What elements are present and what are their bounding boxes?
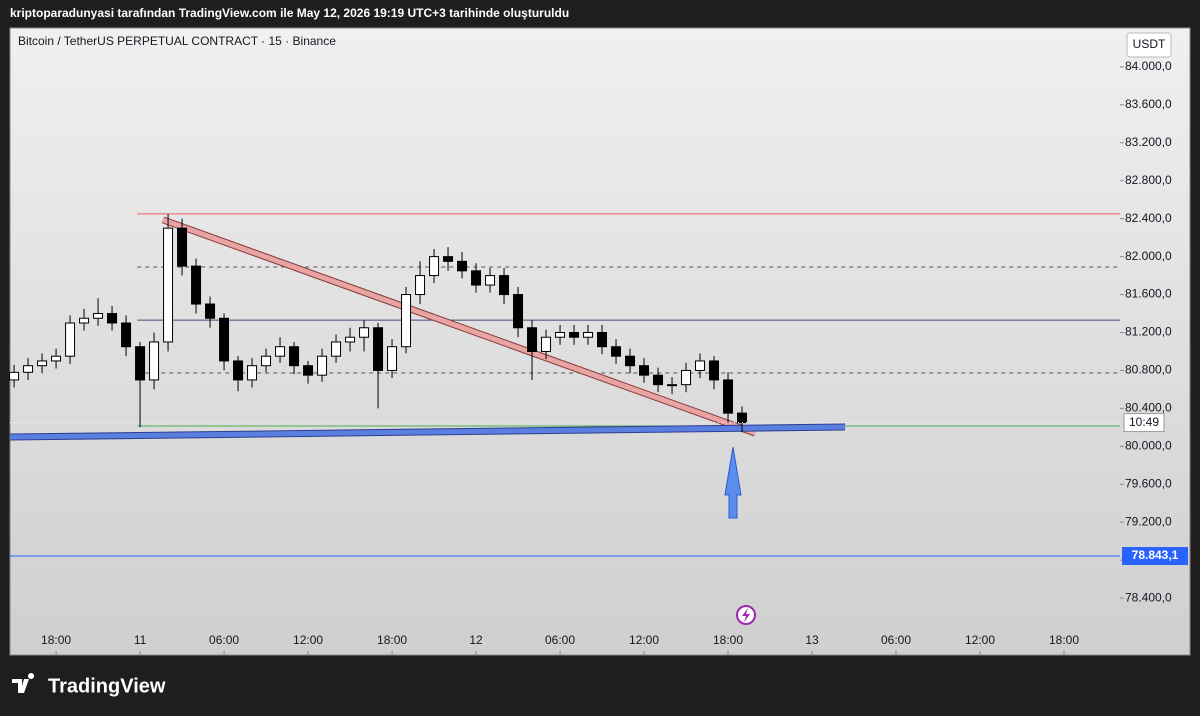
- candle-body: [387, 346, 398, 371]
- candle-body: [583, 331, 594, 338]
- candle-body: [205, 303, 216, 319]
- x-tick-label: 18:00: [1049, 633, 1079, 647]
- y-tick-label: 80.000,0: [1125, 438, 1172, 452]
- y-tick-label: 82.800,0: [1125, 173, 1172, 187]
- candle-body: [289, 346, 300, 367]
- x-tick-label: 13: [805, 633, 819, 647]
- x-tick-label: 12: [469, 633, 483, 647]
- x-tick-label: 06:00: [881, 633, 911, 647]
- candle-body: [107, 313, 118, 324]
- candle-body: [443, 256, 454, 262]
- candle-body: [723, 379, 734, 414]
- candle-body: [233, 360, 244, 381]
- chart-title: Bitcoin / TetherUS PERPETUAL CONTRACT · …: [18, 34, 336, 48]
- candle-body: [191, 265, 202, 305]
- candle-body: [23, 365, 34, 373]
- candle-body: [79, 317, 90, 324]
- candle-body: [709, 360, 720, 381]
- event-bolt: [742, 608, 750, 622]
- candle-body: [401, 294, 412, 348]
- x-tick-label: 12:00: [629, 633, 659, 647]
- y-tick-label: 79.600,0: [1125, 476, 1172, 490]
- candle-body: [667, 384, 678, 387]
- candle-body: [37, 360, 48, 367]
- y-tick-label: 78.400,0: [1125, 590, 1172, 604]
- x-tick-label: 12:00: [965, 633, 995, 647]
- trendline: [162, 217, 756, 436]
- candle-body: [163, 227, 174, 343]
- price-tag: [1122, 547, 1188, 566]
- y-tick-label: 83.200,0: [1125, 135, 1172, 149]
- plot-layer: 84.000,0 83.600,0 83.200,0 82.800,0 82.400,0…: [9, 59, 1188, 655]
- candle-body: [261, 355, 272, 367]
- price-tag-label: 78.843,1: [1132, 548, 1179, 562]
- candle-body: [639, 365, 650, 376]
- candle-body: [149, 341, 160, 381]
- x-tick-label: 18:00: [713, 633, 743, 647]
- y-tick-label: 84.000,0: [1125, 59, 1172, 73]
- brand: TradingView: [48, 675, 166, 697]
- candle-body: [345, 336, 356, 343]
- candle-body: [121, 322, 132, 348]
- candle-body: [373, 327, 384, 371]
- candle-body: [527, 327, 538, 352]
- countdown: 10:49: [1129, 415, 1159, 429]
- candle-body: [737, 412, 748, 424]
- x-tick-label: 12:00: [293, 633, 323, 647]
- x-tick-label: 06:00: [545, 633, 575, 647]
- y-tick-label: 81.600,0: [1125, 287, 1172, 301]
- candle-body: [499, 275, 510, 296]
- candle-body: [457, 260, 468, 272]
- candle-body: [429, 256, 440, 277]
- currency[interactable]: USDT: [1133, 37, 1166, 51]
- candle-body: [303, 365, 314, 376]
- attribution: kriptoparadunyasi tarafından TradingView…: [10, 6, 569, 20]
- candle-body: [555, 331, 566, 338]
- currency-box[interactable]: [1126, 32, 1172, 58]
- arrow: [724, 446, 742, 519]
- x-tick-label: 11: [134, 633, 147, 647]
- candle-body: [177, 227, 188, 267]
- candle-body: [93, 313, 104, 319]
- y-tick-label: 82.400,0: [1125, 211, 1172, 225]
- candle-body: [9, 371, 20, 381]
- candle-body: [541, 336, 552, 352]
- candle-body: [471, 270, 482, 286]
- brand-logo: [12, 673, 35, 693]
- candle-body: [597, 331, 608, 348]
- candle-body: [611, 346, 622, 357]
- candle-body: [569, 331, 580, 338]
- candle-body: [513, 294, 524, 329]
- y-tick-label: 79.200,0: [1125, 514, 1172, 528]
- y-tick-label: 82.000,0: [1125, 249, 1172, 263]
- y-tick-label: 81.200,0: [1125, 325, 1172, 339]
- y-tick-label: 83.600,0: [1125, 97, 1172, 111]
- candle-body: [51, 355, 62, 362]
- countdown-box: [1123, 413, 1165, 433]
- candle-body: [359, 327, 370, 338]
- candle-body: [247, 365, 258, 381]
- x-tick-label: 06:00: [209, 633, 239, 647]
- candle-body: [317, 355, 328, 376]
- candle-body: [135, 346, 146, 381]
- y-tick-label: 80.800,0: [1125, 363, 1172, 377]
- y-tick-label: 80.400,0: [1125, 401, 1172, 415]
- candle-body: [219, 317, 230, 362]
- candle-body: [485, 275, 496, 286]
- candle-body: [653, 374, 664, 386]
- candle-body: [415, 275, 426, 296]
- candle-body: [695, 360, 706, 371]
- candle-body: [681, 369, 692, 386]
- trendline: [9, 424, 846, 440]
- x-tick-label: 18:00: [41, 633, 71, 647]
- candle-body: [65, 322, 76, 357]
- candle-body: [331, 341, 342, 357]
- candle-body: [275, 346, 286, 357]
- candle-body: [625, 355, 636, 367]
- x-tick-label: 18:00: [377, 633, 407, 647]
